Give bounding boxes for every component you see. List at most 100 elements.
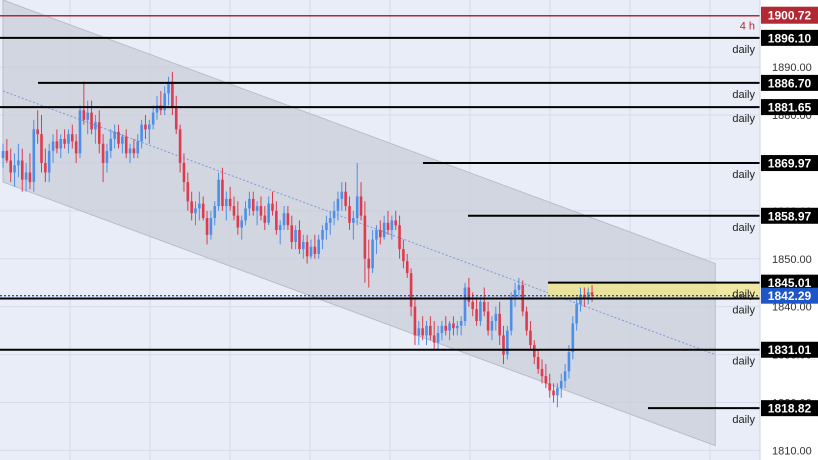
channel-midline xyxy=(2,90,716,356)
level-price-tag-text: 1845.01 xyxy=(768,276,812,290)
candle-down xyxy=(101,143,105,163)
candle-down xyxy=(132,148,136,154)
candle-down xyxy=(20,160,24,180)
candle-up xyxy=(456,325,459,329)
candle-up xyxy=(198,203,201,209)
candle-up xyxy=(575,304,578,324)
candle-down xyxy=(421,328,424,336)
candle-up xyxy=(225,198,228,207)
level-timeframe-label: daily xyxy=(732,289,755,301)
candle-down xyxy=(482,301,486,312)
candle-down xyxy=(498,313,501,336)
candle-down xyxy=(221,179,224,207)
candle-up xyxy=(463,287,467,322)
candle-down xyxy=(74,141,78,154)
level-timeframe-label: daily xyxy=(732,169,755,181)
candle-down xyxy=(444,325,448,331)
candle-down xyxy=(544,376,548,384)
candle-down xyxy=(286,213,290,226)
candle-down xyxy=(467,287,471,302)
candle-up xyxy=(436,333,440,343)
candle-up xyxy=(494,313,498,322)
candle-up xyxy=(302,241,305,250)
candle-up xyxy=(13,165,16,173)
candle-down xyxy=(55,141,59,149)
candle-down xyxy=(228,198,232,207)
candle-up xyxy=(425,325,428,336)
candle-up xyxy=(282,213,286,226)
level-price-tag xyxy=(761,155,818,172)
candle-down xyxy=(313,246,317,254)
level-timeframe-label: daily xyxy=(732,44,755,56)
candle-down xyxy=(386,222,390,230)
candle-up xyxy=(340,191,344,199)
candle-down xyxy=(251,198,255,211)
candle-up xyxy=(244,208,247,221)
candle-up xyxy=(509,297,513,331)
candle-up xyxy=(448,323,451,331)
candle-up xyxy=(490,321,494,331)
candle-down xyxy=(9,160,12,173)
level-timeframe-label: daily xyxy=(732,414,755,426)
candle-up xyxy=(109,138,113,151)
candle-down xyxy=(97,122,101,144)
candle-up xyxy=(78,110,82,154)
candle-up xyxy=(121,136,124,144)
candle-up xyxy=(321,230,324,240)
candle-up xyxy=(294,230,297,242)
candle-down xyxy=(533,345,536,357)
candle-up xyxy=(94,122,97,130)
candle-up xyxy=(440,325,444,334)
level-price-tag xyxy=(761,207,818,224)
price-tags: 1896.10 1886.70 1881.65 1869.97 1858.97 1845.… xyxy=(761,6,818,417)
candle-down xyxy=(117,131,120,144)
candle-down xyxy=(305,241,309,257)
level-price-tag-text: 1881.65 xyxy=(768,101,812,115)
level-labels: daily daily daily daily daily daily daily daily… xyxy=(732,21,755,426)
current-price-tag xyxy=(761,287,818,304)
candle-down xyxy=(171,81,174,108)
candle-up xyxy=(459,321,463,326)
candle-down xyxy=(44,162,47,173)
candle-up xyxy=(517,285,521,290)
candle-up xyxy=(479,301,482,322)
candle-up xyxy=(278,225,282,230)
candle-down xyxy=(344,191,347,207)
candle-up xyxy=(1,150,5,159)
candle-down xyxy=(271,203,274,211)
candle-down xyxy=(502,335,505,355)
level-price-tag-text: 1869.97 xyxy=(768,157,812,171)
candle-up xyxy=(317,239,320,254)
level-price-tag-text: 1858.97 xyxy=(768,209,812,223)
candle-down xyxy=(40,134,43,163)
resistance-price-tag-text: 1900.72 xyxy=(768,9,812,23)
candle-down xyxy=(71,134,74,142)
candle-up xyxy=(371,239,374,269)
candle-down xyxy=(405,261,409,274)
candle-down xyxy=(178,129,182,163)
candle-up xyxy=(151,112,155,125)
candle-up xyxy=(155,105,159,113)
level-price-tag xyxy=(761,74,818,91)
candle-down xyxy=(402,249,405,262)
candle-down xyxy=(540,368,544,377)
candle-up xyxy=(417,328,421,336)
candle-up xyxy=(556,388,559,396)
candle-down xyxy=(190,201,193,214)
candle-up xyxy=(209,218,213,235)
candle-down xyxy=(298,230,301,250)
candle-down xyxy=(529,330,532,345)
candle-up xyxy=(194,208,197,214)
candle-down xyxy=(432,335,436,343)
candle-up xyxy=(24,172,28,180)
level-timeframe-label: daily xyxy=(732,113,755,125)
candle-down xyxy=(359,196,363,216)
candle-down xyxy=(205,218,209,235)
supply-zone xyxy=(548,282,760,299)
level-price-tag-text: 1886.70 xyxy=(768,76,812,90)
price-axis-ticks: 1890.001880.001870.001860.001850.001840.… xyxy=(772,62,812,457)
candle-up xyxy=(390,220,394,230)
candle-down xyxy=(201,203,205,219)
resistance-price-tag xyxy=(761,6,818,24)
